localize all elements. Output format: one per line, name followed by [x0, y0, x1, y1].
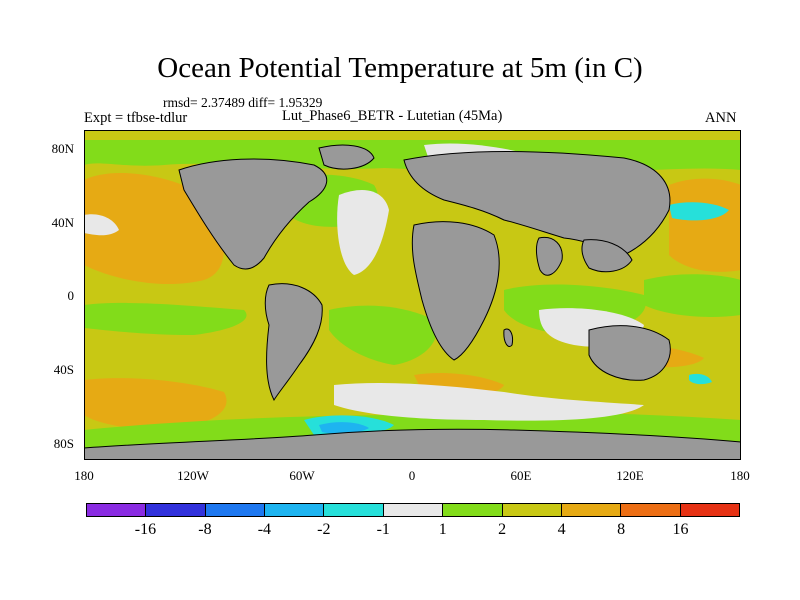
land-madagascar [503, 328, 513, 347]
neutral-regions [84, 143, 644, 421]
lat-label-80n: 80N [51, 141, 74, 156]
colorbar-segment [621, 504, 681, 516]
colorbar-segment [324, 504, 384, 516]
lon-label-60w: 60W [289, 468, 315, 483]
land-north-america [178, 158, 327, 270]
colorbar-segment [205, 504, 266, 516]
south-pacific-warm [84, 378, 227, 430]
continents [84, 144, 741, 460]
antarctic-neutral [334, 382, 644, 421]
colorbar-label: 16 [672, 521, 689, 538]
land-australia [588, 325, 671, 381]
colorbar-segment [680, 504, 740, 516]
land-greenland [318, 144, 375, 170]
tropical-atlantic-green [329, 305, 437, 365]
lon-label-180e: 180 [730, 468, 750, 483]
experiment-label: Expt = tfbse-tdlur [84, 110, 188, 126]
map-title: Ocean Potential Temperature at 5m (in C) [157, 52, 643, 84]
land-india [536, 236, 563, 276]
central-atlantic-neutral [337, 190, 389, 275]
west-pacific-warm [669, 178, 741, 272]
lon-label-0: 0 [408, 468, 416, 483]
colorbar-segment [443, 504, 503, 516]
north-pacific-warm [84, 172, 224, 285]
tropical-pacific-green [84, 302, 247, 335]
weddell-deep-cold [319, 422, 369, 434]
colorbar-label: 8 [617, 521, 626, 538]
colorbar-label: -4 [257, 521, 272, 538]
lat-label-40s: 40S [53, 362, 74, 377]
land-south-america [264, 283, 323, 402]
land-southeast-asia [581, 239, 633, 273]
lon-label-60e: 60E [510, 468, 532, 483]
colorbar-segment [86, 504, 147, 516]
colorbar-label: 4 [557, 521, 566, 538]
colorbar-label: -16 [134, 521, 157, 538]
map-frame [84, 130, 741, 460]
subtitle-label: Lut_Phase6_BETR - Lutetian (45Ma) [282, 108, 503, 124]
tasman-cold [689, 373, 712, 385]
colorbar-label: -1 [376, 521, 390, 538]
colorbar-segment [146, 504, 206, 516]
season-label: ANN [705, 110, 737, 126]
colorbar-label: -2 [317, 521, 331, 538]
colorbar [86, 503, 740, 517]
eastern-pacific-green [644, 274, 741, 317]
land-africa [411, 221, 500, 361]
colorbar-label: -8 [198, 521, 212, 538]
colorbar-segment [561, 504, 622, 516]
lat-label-0: 0 [67, 288, 75, 303]
lat-label-80s: 80S [53, 436, 74, 451]
lon-label-120e: 120E [616, 468, 644, 483]
colorbar-label: 1 [438, 521, 447, 538]
colorbar-segment [383, 504, 444, 516]
lon-label-120w: 120W [177, 468, 209, 483]
north-pacific-cold [669, 202, 729, 221]
colorbar-label: 2 [498, 521, 507, 538]
map-panel [84, 130, 741, 460]
land-antarctica [84, 428, 741, 460]
lat-label-40n: 40N [51, 215, 74, 230]
colorbar-segment [502, 504, 562, 516]
north-pacific-neutral [84, 214, 119, 236]
colorbar-segment [265, 504, 325, 516]
stats-label: rmsd= 2.37489 diff= 1.95329 [163, 95, 323, 110]
lon-label-180w: 180 [74, 468, 94, 483]
